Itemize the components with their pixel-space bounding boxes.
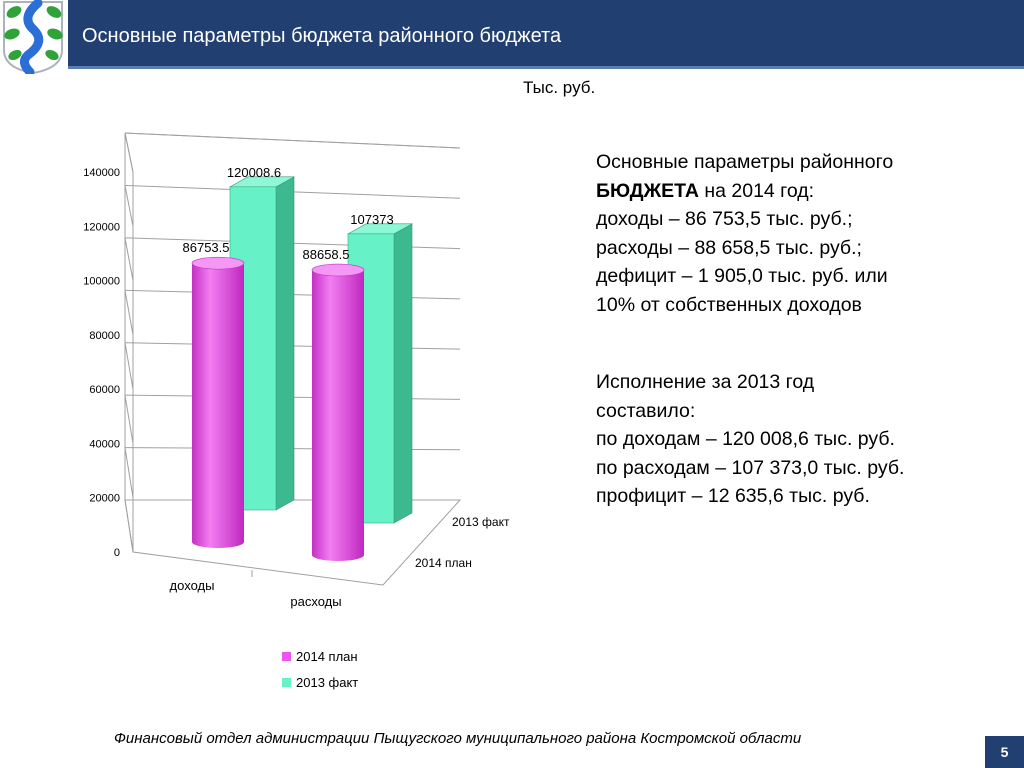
params-line-1: Основные параметры районного	[596, 151, 894, 173]
gridline-side	[124, 342, 134, 390]
budget-chart: 0 20000 40000 60000 80000 100000 120000 140000 2…	[83, 132, 510, 690]
params-text-block: Основные параметры районного БЮДЖЕТА на …	[596, 148, 893, 319]
chart-floor	[124, 499, 462, 586]
coat-of-arms-icon	[0, 0, 68, 77]
units-label: Тыс. руб.	[523, 78, 596, 97]
params-line-2: БЮДЖЕТА на 2014 год:	[596, 177, 893, 206]
gridline-side	[124, 185, 134, 227]
bar-plan-top	[311, 263, 365, 277]
legend-label: 2013 факт	[296, 675, 358, 690]
x-category-label: расходы	[290, 594, 341, 609]
x-category-label: доходы	[170, 578, 215, 593]
depth-label: 2014 план	[415, 556, 472, 570]
params-expense-line: расходы – 88 658,5 тыс. руб.;	[596, 236, 862, 259]
y-tick-label: 60000	[89, 384, 120, 396]
gridline-side	[124, 447, 134, 498]
data-label-plan: 88658.5	[303, 247, 350, 262]
execution-expense-line: по расходам – 107 373,0 тыс. руб.	[596, 456, 905, 479]
page-number: 5	[985, 736, 1024, 768]
data-label-plan: 86753.5	[183, 240, 230, 255]
execution-text-block: Исполнение за 2013 год составило: по дох…	[596, 368, 904, 511]
bar-plan	[192, 263, 244, 548]
params-deficit-line: дефицит – 1 905,0 тыс. руб. или	[596, 265, 888, 287]
depth-label: 2013 факт	[452, 515, 510, 529]
data-label-fact: 107373	[350, 212, 393, 227]
y-tick-label: 140000	[83, 167, 120, 179]
params-year: на 2014 год:	[698, 179, 815, 202]
header-divider	[0, 66, 1024, 69]
execution-line-1: Исполнение за 2013 год	[596, 371, 815, 393]
y-tick-label: 100000	[83, 276, 120, 288]
gridline-side	[124, 395, 134, 444]
gridline-side	[124, 132, 134, 173]
execution-line-2: составило:	[596, 399, 696, 422]
bar-fact-side	[275, 176, 295, 511]
y-tick-label: 0	[114, 547, 120, 559]
params-share-line: 10% от собственных доходов	[596, 293, 862, 316]
legend-label: 2014 план	[296, 649, 358, 664]
page-title: Основные параметры бюджета районного бюд…	[82, 25, 562, 47]
bar-plan-top	[191, 256, 245, 270]
bar-plan	[312, 270, 364, 561]
bar-fact-side	[393, 223, 413, 524]
gridline-side	[124, 290, 134, 335]
y-tick-label: 80000	[89, 330, 120, 342]
footer-text: Финансовый отдел администрации Пыщугског…	[114, 730, 802, 747]
y-tick-label: 120000	[83, 221, 120, 233]
y-tick-label: 40000	[89, 438, 120, 450]
header-bar	[0, 0, 1024, 66]
data-label-fact: 120008.6	[227, 165, 281, 180]
params-budget-word: БЮДЖЕТА	[596, 179, 699, 202]
execution-income-line: по доходам – 120 008,6 тыс. руб.	[596, 428, 895, 450]
params-income-line: доходы – 86 753,5 тыс. руб.;	[596, 208, 853, 230]
y-tick-label: 20000	[89, 493, 120, 505]
legend-swatch	[282, 652, 291, 661]
gridline-back	[124, 132, 461, 149]
execution-surplus-line: профицит – 12 635,6 тыс. руб.	[596, 485, 870, 507]
gridline-side	[124, 237, 134, 281]
legend-swatch	[282, 678, 291, 687]
